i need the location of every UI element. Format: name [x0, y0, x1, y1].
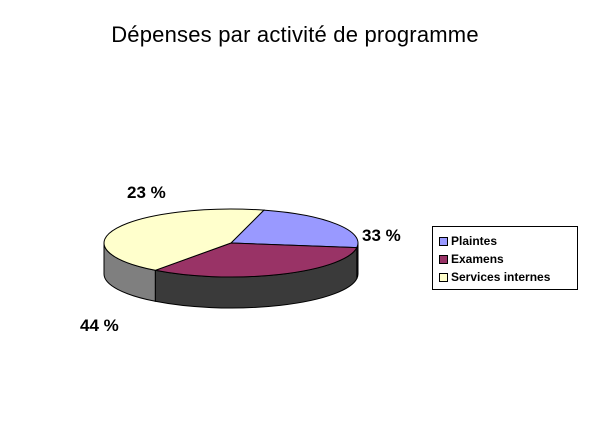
legend-swatch-services-internes	[439, 272, 448, 282]
legend-item-plaintes: Plaintes	[439, 232, 577, 250]
pie-slice-services-internes	[103, 208, 265, 271]
legend-label-plaintes: Plaintes	[451, 234, 498, 248]
legend-label-examens: Examens	[451, 252, 504, 266]
legend: Plaintes Examens Services internes	[432, 226, 578, 290]
slice-label-plaintes: 23 %	[127, 183, 166, 202]
legend-swatch-examens	[439, 254, 448, 264]
chart-title: Dépenses par activité de programme	[111, 22, 479, 47]
legend-swatch-plaintes	[439, 236, 448, 246]
legend-label-services-internes: Services internes	[451, 270, 551, 284]
legend-item-examens: Examens	[439, 250, 577, 268]
slice-label-services-internes: 44 %	[80, 316, 119, 335]
pie-slice-examens	[153, 242, 358, 278]
pie-slice-plaintes	[229, 209, 359, 249]
slice-label-examens: 33 %	[362, 226, 401, 245]
legend-item-services-internes: Services internes	[439, 268, 577, 286]
